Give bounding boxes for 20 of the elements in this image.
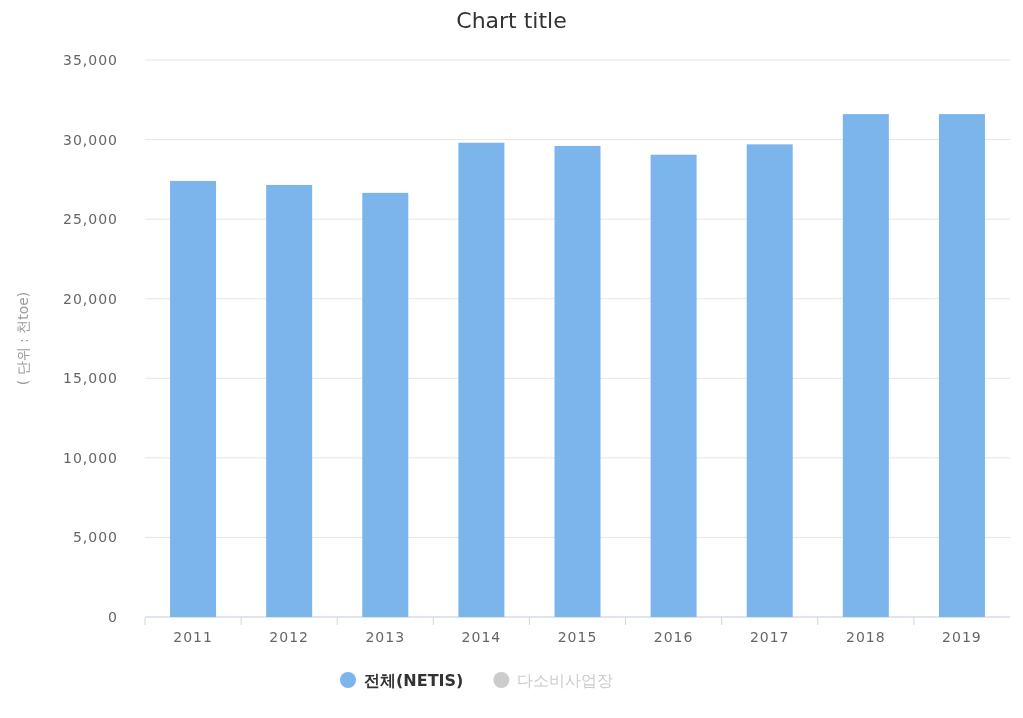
xtick: 2016 [653, 629, 694, 645]
ytick: 25,000 [63, 211, 118, 228]
ytick: 35,000 [63, 52, 118, 68]
ytick: 10,000 [63, 449, 118, 466]
ytick: 20,000 [63, 290, 118, 307]
xtick: 2013 [365, 629, 406, 645]
xtick: 2015 [557, 629, 598, 645]
ytick: 5,000 [72, 529, 118, 546]
xtick: 2011 [173, 629, 213, 645]
xtick: 2019 [942, 629, 982, 645]
ytick: 0 [108, 609, 118, 625]
legend: 전체(NETIS) [364, 671, 464, 690]
ytick: 30,000 [63, 131, 118, 148]
xtick: 2014 [461, 629, 502, 645]
ytick: 15,000 [63, 370, 118, 387]
xtick: 2018 [846, 629, 886, 645]
xtick: 2017 [749, 629, 790, 645]
ylabel: ( 단위 : 천toe) [15, 291, 31, 386]
xtick: 2012 [269, 629, 309, 645]
title: Chart title [456, 8, 567, 33]
